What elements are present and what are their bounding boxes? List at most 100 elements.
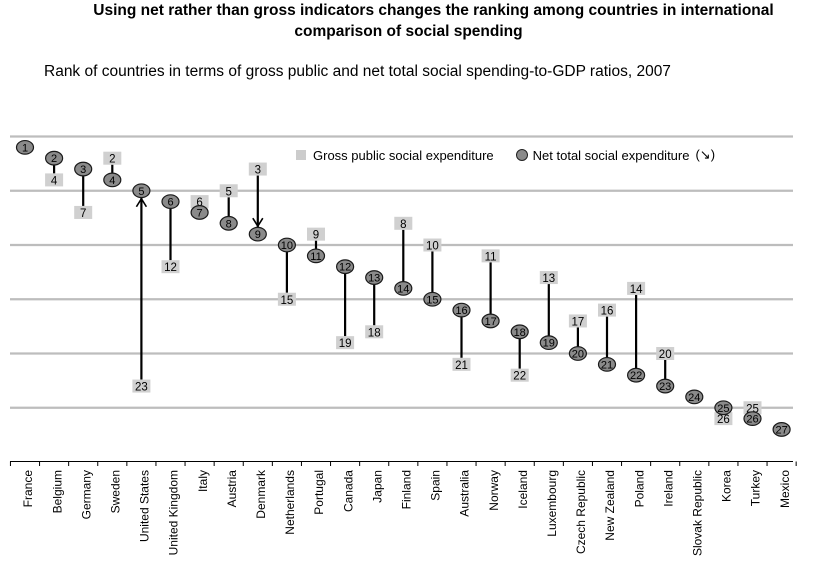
net-marker-new-zealand (597, 356, 617, 372)
net-label-spain: 15 (426, 294, 438, 306)
net-label-ireland: 23 (659, 381, 671, 393)
gross-label-korea: 26 (717, 414, 730, 426)
legend-gross-marker (296, 150, 306, 160)
gross-marker-germany (74, 205, 93, 219)
gross-marker-portugal (307, 227, 325, 241)
category-label-united-kingdom: United Kingdom (167, 470, 181, 555)
category-label-norway: Norway (487, 470, 501, 511)
net-marker-portugal (306, 248, 326, 264)
net-label-slovak-republic: 24 (688, 392, 700, 404)
category-label-canada: Canada (341, 470, 355, 512)
gross-marker-norway (481, 249, 500, 263)
title-line-2: comparison of social spending (294, 23, 523, 40)
category-label-finland: Finland (399, 470, 413, 509)
gross-label-canada: 19 (339, 338, 352, 350)
net-marker-italy (190, 205, 209, 220)
title-line-1: Using net rather than gross indicators c… (93, 2, 774, 19)
net-marker-netherlands (277, 237, 296, 253)
net-marker-turkey (743, 411, 762, 427)
gross-label-belgium: 4 (51, 175, 58, 187)
net-label-united-states: 5 (138, 186, 144, 198)
net-marker-poland (626, 367, 646, 383)
category-label-belgium: Belgium (50, 470, 64, 513)
gross-label-sweden: 2 (109, 154, 115, 166)
gross-label-poland: 14 (630, 284, 643, 296)
category-label-netherlands: Netherlands (283, 470, 297, 535)
gross-label-australia: 21 (455, 360, 468, 372)
net-marker-germany (74, 161, 93, 177)
net-marker-finland (394, 281, 413, 296)
gross-label-czech-republic: 17 (572, 316, 585, 328)
net-marker-korea (714, 400, 733, 416)
category-label-germany: Germany (79, 470, 93, 519)
gross-label-united-states: 23 (135, 382, 148, 394)
net-marker-ireland (656, 378, 675, 394)
net-marker-spain (423, 291, 442, 307)
net-label-iceland: 18 (514, 327, 526, 339)
net-marker-united-kingdom (161, 194, 180, 210)
arrowhead-united-states (135, 197, 148, 208)
net-label-germany: 3 (80, 164, 86, 176)
gross-marker-canada (336, 336, 355, 350)
gross-label-spain: 10 (426, 241, 439, 253)
gross-label-germany: 7 (80, 208, 86, 220)
category-label-japan: Japan (370, 470, 384, 503)
legend-net-marker (515, 149, 528, 161)
category-label-ireland: Ireland (661, 470, 675, 507)
net-label-italy: 7 (197, 207, 203, 219)
net-label-sweden: 4 (109, 175, 115, 187)
net-marker-slovak-republic (685, 389, 704, 405)
net-label-australia: 16 (455, 305, 467, 317)
chart-subtitle: Rank of countries in terms of gross publ… (44, 63, 671, 80)
net-marker-norway (481, 313, 500, 329)
net-label-netherlands: 10 (281, 240, 293, 252)
gross-label-denmark: 3 (255, 165, 261, 177)
gross-label-netherlands: 15 (281, 295, 294, 307)
net-marker-australia (452, 302, 471, 318)
legend-net-label: Net total social expenditure (532, 147, 690, 163)
gross-marker-korea (714, 412, 733, 426)
net-marker-sweden (103, 172, 122, 188)
category-label-turkey: Turkey (749, 470, 763, 506)
net-label-japan: 13 (368, 273, 380, 285)
gross-marker-new-zealand (598, 303, 616, 317)
category-label-france: France (21, 470, 35, 508)
gross-label-portugal: 9 (313, 230, 319, 242)
net-marker-united-states (132, 183, 151, 199)
gross-label-norway: 11 (485, 251, 497, 263)
net-marker-japan (365, 270, 384, 285)
gross-marker-poland (627, 281, 646, 295)
category-label-new-zealand: New Zealand (603, 470, 617, 541)
gross-marker-luxembourg (539, 271, 558, 285)
net-marker-austria (219, 215, 238, 231)
net-marker-canada (336, 259, 355, 275)
category-label-poland: Poland (632, 470, 646, 507)
category-label-mexico: Mexico (778, 470, 792, 508)
gross-marker-denmark (248, 162, 267, 176)
gross-marker-united-kingdom (161, 260, 180, 274)
net-label-luxembourg: 19 (543, 338, 555, 350)
net-label-belgium: 2 (51, 153, 57, 165)
gross-marker-australia (452, 357, 471, 371)
category-label-slovak-republic: Slovak Republic (690, 470, 704, 556)
category-label-australia: Australia (458, 470, 472, 517)
category-label-luxembourg: Luxembourg (545, 470, 559, 537)
gross-label-new-zealand: 16 (601, 306, 614, 318)
net-label-korea: 25 (717, 403, 729, 415)
arrowhead-denmark (252, 217, 264, 228)
net-marker-czech-republic (568, 346, 588, 361)
gross-marker-finland (394, 216, 413, 230)
gross-marker-turkey (743, 401, 762, 415)
net-label-france: 1 (22, 142, 28, 154)
legend: Gross public social expenditure Net tota… (296, 147, 715, 163)
gross-marker-japan (365, 325, 384, 339)
gross-marker-iceland (510, 368, 529, 382)
category-label-italy: Italy (196, 470, 210, 492)
gross-marker-belgium (45, 173, 64, 187)
gross-marker-netherlands (277, 292, 296, 306)
gross-label-iceland: 22 (513, 371, 526, 383)
net-label-canada: 12 (339, 262, 351, 274)
gross-marker-united-states (132, 379, 151, 393)
gross-label-austria: 5 (225, 186, 231, 198)
